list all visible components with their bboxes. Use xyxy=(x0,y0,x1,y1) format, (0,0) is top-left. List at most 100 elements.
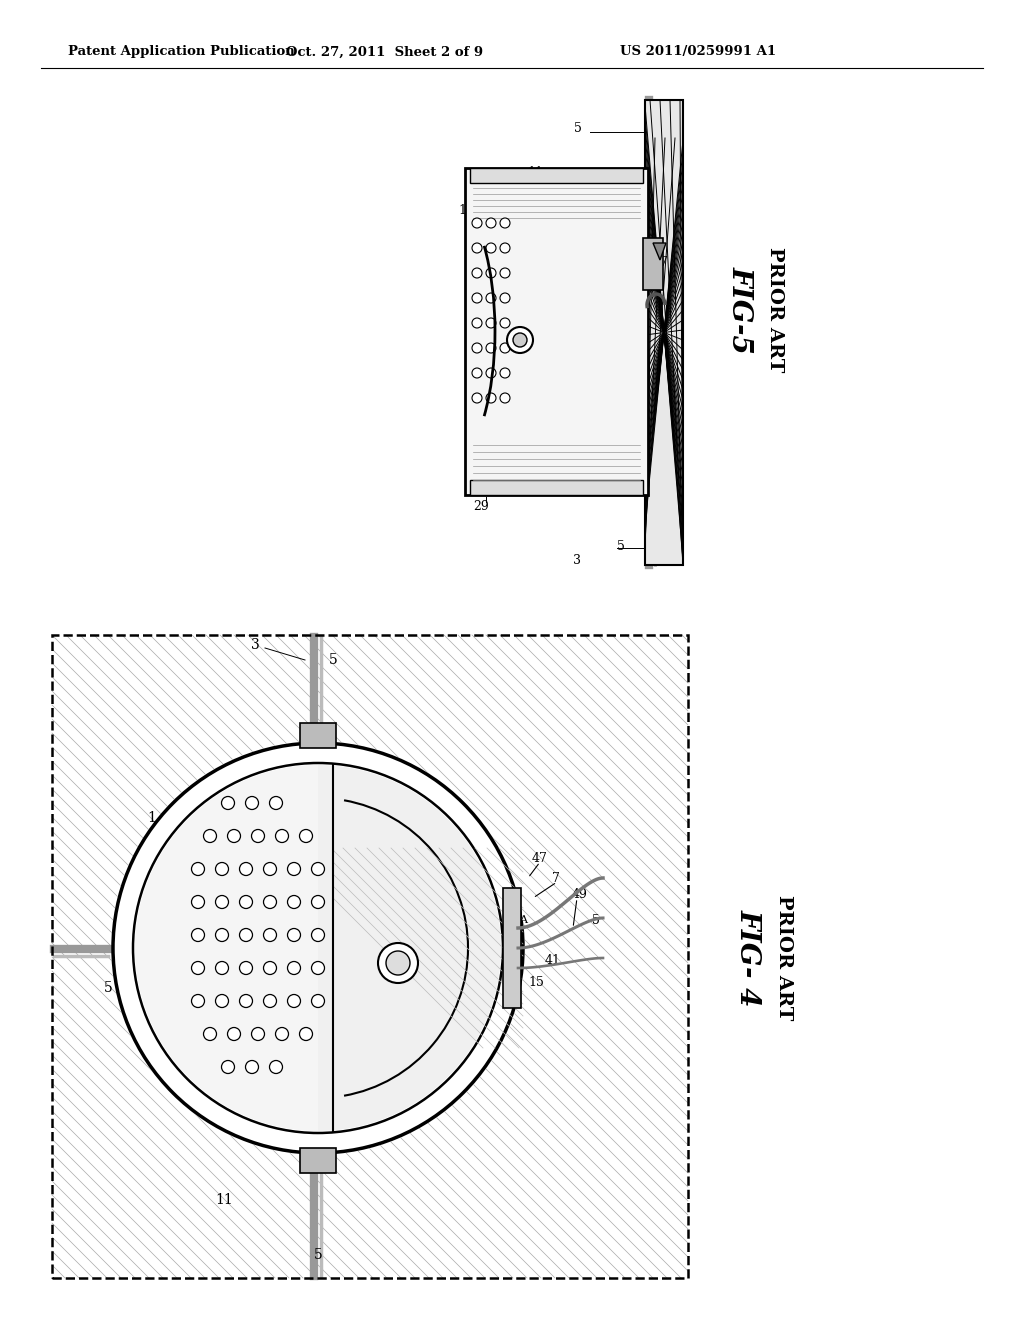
Circle shape xyxy=(472,218,482,228)
Ellipse shape xyxy=(288,862,300,875)
Ellipse shape xyxy=(311,862,325,875)
Ellipse shape xyxy=(240,928,253,941)
Ellipse shape xyxy=(275,1027,289,1040)
Ellipse shape xyxy=(246,796,258,809)
Ellipse shape xyxy=(263,928,276,941)
Wedge shape xyxy=(135,766,318,1131)
Text: 11: 11 xyxy=(527,165,543,178)
Text: US 2011/0259991 A1: US 2011/0259991 A1 xyxy=(620,45,776,58)
Ellipse shape xyxy=(215,895,228,908)
Ellipse shape xyxy=(191,961,205,974)
Circle shape xyxy=(472,243,482,253)
Circle shape xyxy=(500,343,510,352)
Bar xyxy=(465,168,648,495)
Ellipse shape xyxy=(263,994,276,1007)
Circle shape xyxy=(500,393,510,403)
Ellipse shape xyxy=(191,994,205,1007)
Text: 7: 7 xyxy=(660,256,668,268)
Circle shape xyxy=(486,343,496,352)
Text: PRIOR ART: PRIOR ART xyxy=(766,247,784,372)
Circle shape xyxy=(486,243,496,253)
Ellipse shape xyxy=(227,829,241,842)
Text: 5: 5 xyxy=(313,1247,323,1262)
Circle shape xyxy=(378,942,418,983)
Circle shape xyxy=(111,741,525,1155)
Ellipse shape xyxy=(221,796,234,809)
Text: 5: 5 xyxy=(574,121,582,135)
Circle shape xyxy=(472,268,482,279)
Circle shape xyxy=(486,393,496,403)
Bar xyxy=(470,480,643,495)
Text: PRIOR ART: PRIOR ART xyxy=(775,895,793,1020)
Ellipse shape xyxy=(191,895,205,908)
Circle shape xyxy=(386,950,410,975)
Ellipse shape xyxy=(299,1027,312,1040)
Circle shape xyxy=(500,218,510,228)
Text: 7: 7 xyxy=(552,871,560,884)
Ellipse shape xyxy=(311,994,325,1007)
Circle shape xyxy=(486,368,496,378)
Text: FIG- 4: FIG- 4 xyxy=(734,909,762,1007)
Circle shape xyxy=(486,293,496,304)
Text: 5: 5 xyxy=(329,653,337,667)
Ellipse shape xyxy=(288,928,300,941)
Text: 5: 5 xyxy=(103,981,113,995)
Circle shape xyxy=(500,243,510,253)
Text: 3: 3 xyxy=(573,553,581,566)
Circle shape xyxy=(486,268,496,279)
Text: 15: 15 xyxy=(528,977,544,990)
Ellipse shape xyxy=(311,895,325,908)
Circle shape xyxy=(507,327,534,352)
Text: 5: 5 xyxy=(597,290,605,304)
Ellipse shape xyxy=(191,862,205,875)
Circle shape xyxy=(133,763,503,1133)
Text: 11: 11 xyxy=(215,1193,232,1206)
Bar xyxy=(643,238,663,290)
Ellipse shape xyxy=(288,895,300,908)
Polygon shape xyxy=(653,243,666,260)
Bar xyxy=(52,635,688,1278)
Text: 41: 41 xyxy=(601,331,617,345)
Bar xyxy=(645,100,683,565)
Text: A: A xyxy=(519,915,527,925)
Ellipse shape xyxy=(299,829,312,842)
Ellipse shape xyxy=(263,862,276,875)
Bar xyxy=(300,723,336,748)
Text: 1: 1 xyxy=(147,810,157,825)
Text: 29: 29 xyxy=(473,499,488,512)
Circle shape xyxy=(500,268,510,279)
Ellipse shape xyxy=(269,1060,283,1073)
Ellipse shape xyxy=(311,961,325,974)
Circle shape xyxy=(500,293,510,304)
Text: 41: 41 xyxy=(545,953,561,966)
Ellipse shape xyxy=(288,961,300,974)
Ellipse shape xyxy=(221,1060,234,1073)
Bar xyxy=(470,168,643,183)
Ellipse shape xyxy=(275,829,289,842)
Wedge shape xyxy=(318,766,501,1131)
Text: 5: 5 xyxy=(592,913,600,927)
Circle shape xyxy=(472,318,482,327)
Bar xyxy=(52,635,688,1278)
Circle shape xyxy=(113,743,523,1152)
Ellipse shape xyxy=(252,829,264,842)
Ellipse shape xyxy=(269,796,283,809)
Circle shape xyxy=(513,333,527,347)
Ellipse shape xyxy=(240,895,253,908)
Ellipse shape xyxy=(240,862,253,875)
Ellipse shape xyxy=(263,961,276,974)
Circle shape xyxy=(472,343,482,352)
Circle shape xyxy=(500,368,510,378)
Text: FIG-5: FIG-5 xyxy=(726,267,754,354)
Circle shape xyxy=(486,318,496,327)
Text: 49: 49 xyxy=(608,309,624,322)
Ellipse shape xyxy=(252,1027,264,1040)
Circle shape xyxy=(472,393,482,403)
Text: 49: 49 xyxy=(572,888,588,902)
Ellipse shape xyxy=(240,994,253,1007)
Ellipse shape xyxy=(246,1060,258,1073)
Text: 47: 47 xyxy=(600,235,615,248)
Ellipse shape xyxy=(215,928,228,941)
Ellipse shape xyxy=(191,928,205,941)
Text: 47: 47 xyxy=(532,851,548,865)
